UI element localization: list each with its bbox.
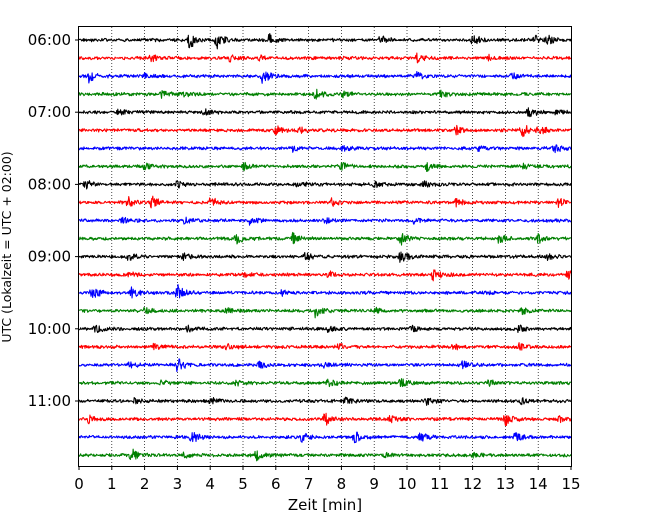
vertical-grid: [111, 27, 539, 466]
trace-0645: [78, 88, 572, 100]
trace-1030: [78, 358, 572, 373]
trace-1045: [78, 378, 572, 388]
x-axis-label: Zeit [min]: [288, 496, 362, 514]
trace-0600: [78, 33, 572, 50]
trace-1015: [78, 342, 572, 351]
x-tick-label: 6: [271, 475, 281, 493]
trace-1100: [78, 396, 572, 406]
x-tick-label: 15: [561, 475, 580, 493]
trace-1000: [78, 324, 572, 334]
x-tick-label: 0: [74, 475, 84, 493]
seismic-traces: [78, 33, 572, 462]
y-axis-label: UTC (Lokalzeit = UTC + 02:00): [0, 151, 14, 342]
plot-frame: [78, 26, 572, 467]
trace-0730: [78, 144, 572, 154]
y-tick-label: 06:00: [28, 31, 71, 49]
x-tick-label: 4: [205, 475, 215, 493]
trace-0930: [78, 284, 572, 299]
trace-0845: [78, 231, 572, 246]
trace-0945: [78, 306, 572, 319]
x-axis-ticks: 0 1 2 3 4 5 6 7 8 9 10 11 12 13 14 15: [74, 466, 581, 493]
trace-0615: [78, 52, 572, 64]
x-tick-label: 10: [397, 475, 416, 493]
trace-1115: [78, 412, 572, 427]
y-tick-label: 09:00: [28, 248, 71, 266]
trace-0900: [78, 251, 572, 263]
trace-0815: [78, 195, 572, 209]
trace-0830: [78, 216, 572, 226]
trace-1130: [78, 431, 572, 444]
y-tick-label: 11:00: [28, 392, 71, 410]
y-tick-label: 07:00: [28, 103, 71, 121]
trace-1145: [78, 448, 572, 462]
trace-0800: [78, 180, 572, 190]
y-tick-label: 10:00: [28, 320, 71, 338]
x-tick-label: 5: [238, 475, 248, 493]
trace-0630: [78, 70, 572, 84]
x-tick-label: 12: [463, 475, 482, 493]
x-tick-label: 7: [304, 475, 314, 493]
x-tick-label: 13: [496, 475, 515, 493]
trace-0915: [78, 269, 572, 282]
x-tick-label: 2: [140, 475, 150, 493]
trace-0745: [78, 161, 572, 173]
x-tick-label: 11: [430, 475, 449, 493]
x-tick-label: 9: [369, 475, 379, 493]
trace-0715: [78, 124, 572, 138]
trace-0700: [78, 107, 572, 118]
x-tick-label: 1: [107, 475, 117, 493]
y-tick-label: 08:00: [28, 175, 71, 193]
x-tick-label: 14: [529, 475, 548, 493]
y-axis-ticks: 06:00 07:00 08:00 09:00 10:00 11:00: [28, 31, 79, 410]
x-tick-label: 3: [173, 475, 183, 493]
x-tick-label: 8: [337, 475, 347, 493]
